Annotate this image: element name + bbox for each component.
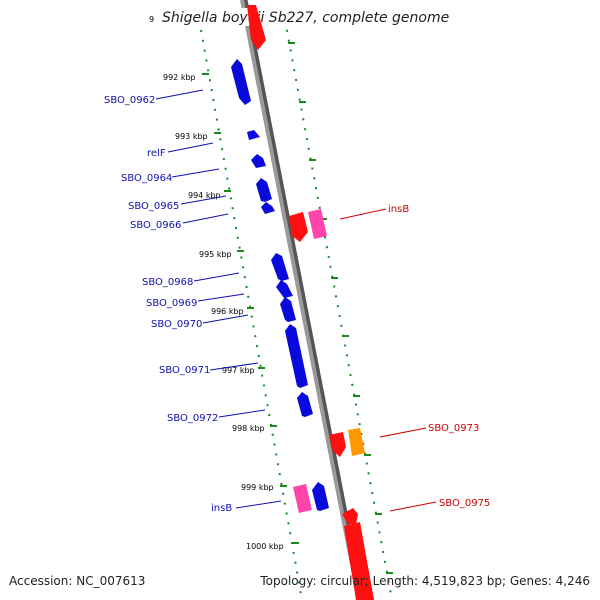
left-leader-lines — [155, 89, 282, 509]
gene-sbo-0973[interactable] — [348, 428, 365, 456]
right-leader-lines — [339, 208, 437, 512]
gene-relf[interactable] — [247, 130, 260, 140]
genome-backbone — [240, 0, 361, 600]
outer-ruler-ring — [284, 19, 393, 600]
gene-sbo-0962[interactable] — [231, 59, 251, 105]
accession-text: Accession: NC_007613 — [9, 574, 146, 588]
gene-sbo-0973-red[interactable] — [329, 432, 346, 457]
gene-label-sbo-0962[interactable]: SBO_0962 — [104, 95, 155, 106]
gene-feature[interactable] — [247, 5, 266, 50]
ruler-ticks — [202, 42, 393, 574]
gene-label-insb-right[interactable]: insB — [388, 204, 409, 215]
tick-label: 996 kbp — [211, 307, 244, 316]
gene-label-sbo-0973[interactable]: SBO_0973 — [428, 423, 479, 434]
gene-label-sbo-0970[interactable]: SBO_0970 — [151, 319, 202, 330]
title-background — [160, 8, 440, 26]
gene-sbo-0972[interactable] — [297, 392, 313, 417]
gene-insb-left[interactable] — [293, 484, 312, 513]
tick-label: 993 kbp — [175, 132, 208, 141]
map-title: Shigella boydii Sb227, complete genome — [162, 10, 449, 26]
gene-sbo-0970[interactable] — [280, 297, 296, 322]
gene-label-sbo-0964[interactable]: SBO_0964 — [121, 173, 172, 184]
gene-label-sbo-0968[interactable]: SBO_0968 — [142, 277, 193, 288]
tick-label: 997 kbp — [222, 366, 255, 375]
tick-label: 1000 kbp — [246, 542, 284, 551]
gene-sbo-0965[interactable] — [256, 178, 272, 202]
gene-sbo-0964[interactable] — [251, 154, 266, 168]
gene-label-sbo-0972[interactable]: SBO_0972 — [167, 413, 218, 424]
gene-label-relf[interactable]: relF — [147, 148, 166, 159]
tick-label: 999 kbp — [241, 483, 274, 492]
tick-label: 9 — [149, 15, 154, 24]
gene-label-sbo-0969[interactable]: SBO_0969 — [146, 298, 197, 309]
gene-sbo-0968[interactable] — [271, 253, 289, 281]
gene-sbo-0966[interactable] — [261, 202, 275, 214]
gene-blue-999[interactable] — [312, 482, 329, 511]
gene-label-insb-left[interactable]: insB — [211, 503, 232, 514]
genome-summary-text: Topology: circular; Length: 4,519,823 bp… — [260, 574, 590, 588]
gene-sbo-0969[interactable] — [276, 280, 293, 298]
gene-sbo-0971[interactable] — [285, 324, 308, 388]
gene-label-sbo-0971[interactable]: SBO_0971 — [159, 365, 210, 376]
gene-label-sbo-0965[interactable]: SBO_0965 — [128, 201, 179, 212]
gene-sbo-0975[interactable] — [342, 508, 358, 524]
tick-label: 992 kbp — [163, 73, 196, 82]
gene-label-sbo-0966[interactable]: SBO_0966 — [130, 220, 181, 231]
tick-label: 994 kbp — [188, 191, 221, 200]
tick-label: 995 kbp — [199, 250, 232, 259]
gene-red-bottom[interactable] — [344, 522, 374, 600]
gene-insb-right-a[interactable] — [289, 212, 308, 242]
gene-insb-right-b[interactable] — [308, 209, 327, 239]
gene-label-sbo-0975[interactable]: SBO_0975 — [439, 498, 490, 509]
tick-label: 998 kbp — [232, 424, 265, 433]
